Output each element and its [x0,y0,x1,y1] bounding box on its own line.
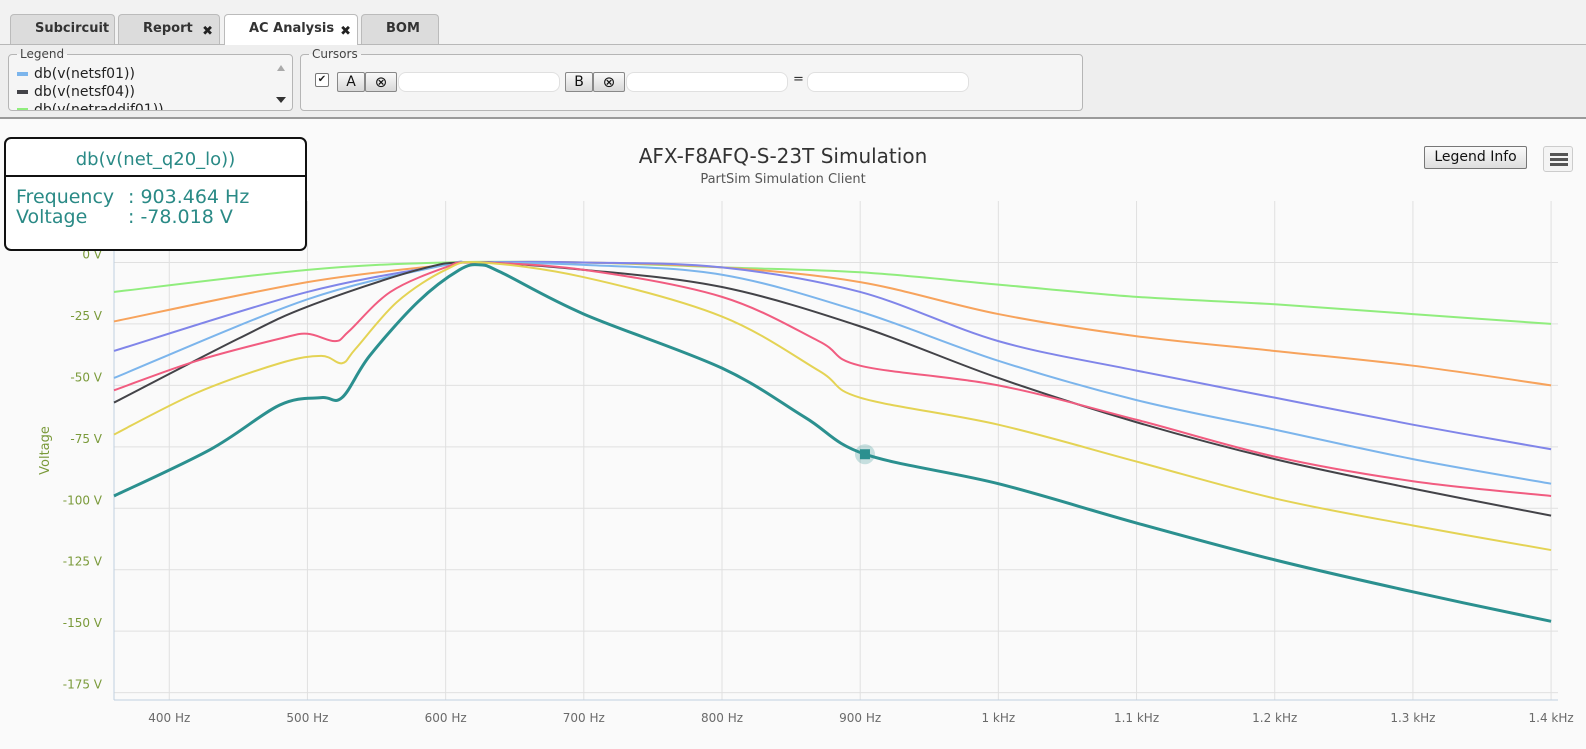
series-line-7 [113,263,1552,623]
tab-label: AC Analysis [249,21,335,36]
chart-subtitle: PartSim Simulation Client [700,172,866,187]
plot-area[interactable]: 400 Hz 500 Hz 600 Hz 700 Hz 800 Hz 900 Hz 1 kH… [0,119,1586,749]
series-line-2 [113,260,1552,451]
tooltip-series-name: db(v(net_q20_lo)) [6,139,305,177]
y-tick-label: -150 V [63,616,103,630]
scroll-down-icon[interactable] [276,97,286,103]
legend-item[interactable]: db(v(netsf04)) [17,83,272,101]
series-swatch [17,108,28,110]
tab-subcircuit[interactable]: Subcircuit [10,14,115,44]
x-tick-label: 700 Hz [563,711,605,725]
legend-item[interactable]: db(v(netraddif01)) [17,101,272,110]
x-tick-label: 600 Hz [425,711,467,725]
tooltip-frequency-label: Frequency [16,186,115,208]
series-swatch [17,90,28,94]
series-line-1 [113,260,1552,387]
series-line-0 [113,260,1552,325]
y-tick-label: -75 V [70,432,102,446]
legend-list[interactable]: db(v(netsf01)) db(v(netsf04)) db(v(netra… [17,65,272,110]
x-tick-label: 900 Hz [839,711,881,725]
x-tick-label: 1.1 kHz [1114,711,1159,725]
legend-item-label: db(v(netsf01)) [34,66,135,82]
close-icon[interactable]: ✖ [202,24,213,39]
tab-report[interactable]: Report ✖ [118,14,220,44]
scroll-up-icon[interactable] [277,65,285,71]
tab-label: Report [143,21,193,36]
tabbar-divider [0,44,1586,45]
y-tick-label: -100 V [63,493,103,507]
legend-info-button[interactable]: Legend Info [1424,146,1527,169]
legend-panel: Legend db(v(netsf01)) db(v(netsf04)) db(… [8,47,293,111]
x-tick-label: 1 kHz [981,711,1015,725]
series-line-4 [113,261,1552,517]
cursors-panel: Cursors ✔ A ⊗ B ⊗ = [300,47,1083,111]
series-swatch [17,72,28,76]
cursor-enable-checkbox[interactable]: ✔ [315,73,329,87]
tab-label: BOM [386,21,420,36]
y-tick-label: -125 V [63,555,103,569]
legend-item[interactable]: db(v(netsf01)) [17,65,272,83]
data-tooltip: db(v(net_q20_lo)) Frequency: 903.464 Hz … [4,137,307,251]
close-icon[interactable]: ✖ [340,24,351,39]
equals-sign: = [793,72,804,87]
cursor-b-button[interactable]: B [565,72,593,92]
x-tick-label: 1.4 kHz [1529,711,1574,725]
tooltip-voltage-label: Voltage [16,206,88,228]
cursor-b-clear-icon[interactable]: ⊗ [593,72,625,92]
x-tick-label: 1.3 kHz [1390,711,1435,725]
series-line-6 [113,261,1552,552]
y-tick-label: -175 V [63,678,103,692]
tab-bar: Subcircuit Report ✖ AC Analysis ✖ BOM [0,0,1586,45]
x-tick-label: 500 Hz [286,711,328,725]
cursor-a-button[interactable]: A [337,72,365,92]
tab-label: Subcircuit [35,21,110,36]
y-axis-title: Voltage [38,426,53,475]
tooltip-frequency-value: : 903.464 Hz [128,186,250,208]
legend-panel-title: Legend [20,47,65,61]
x-tick-label: 800 Hz [701,711,743,725]
hover-marker [859,449,870,460]
cursors-panel-title: Cursors [312,47,358,61]
toolbar: Legend db(v(netsf01)) db(v(netsf04)) db(… [0,45,1586,119]
hamburger-menu-icon[interactable] [1543,146,1573,172]
tab-bom[interactable]: BOM [361,14,439,44]
cursor-a-clear-icon[interactable]: ⊗ [365,72,397,92]
y-tick-label: -50 V [70,370,102,384]
chart-title: AFX-F8AFQ-S-23T Simulation [638,144,928,168]
cursor-delta-field[interactable] [807,72,969,92]
cursor-b-value-field[interactable] [626,72,788,92]
tooltip-voltage-value: : -78.018 V [128,206,233,228]
y-tick-label: -25 V [70,309,102,323]
x-tick-label: 400 Hz [148,711,190,725]
legend-scrollbar[interactable] [274,65,288,109]
tab-ac-analysis[interactable]: AC Analysis ✖ [224,14,358,45]
series-line-5 [113,261,1552,497]
legend-item-label: db(v(netsf04)) [34,84,135,100]
legend-item-label: db(v(netraddif01)) [34,102,164,110]
cursor-a-value-field[interactable] [398,72,560,92]
x-tick-label: 1.2 kHz [1252,711,1297,725]
series-line-3 [113,260,1552,485]
